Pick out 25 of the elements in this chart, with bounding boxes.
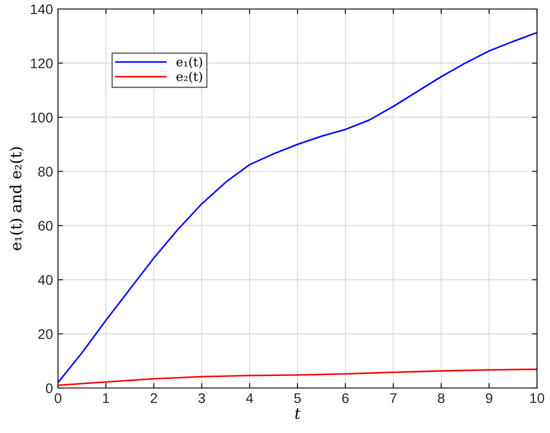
y-tick-label: 100 (31, 112, 53, 122)
y-tick-label: 80 (38, 166, 53, 177)
y-tick-label: 140 (31, 4, 53, 14)
x-tick-label: 3 (198, 393, 205, 404)
legend-label: e₂(t) (176, 72, 202, 83)
y-tick-label: 120 (31, 58, 53, 68)
y-tick-label: 0 (46, 383, 53, 394)
legend-label: e₁(t) (176, 56, 202, 68)
line-series (58, 32, 537, 384)
x-tick-label: 5 (294, 393, 301, 404)
y-tick-label: 20 (38, 329, 53, 340)
y-tick-label: 60 (38, 220, 53, 231)
x-tick-label: 1 (103, 393, 110, 403)
x-tick-label: 0 (54, 393, 62, 404)
x-tick-label: 9 (486, 393, 492, 404)
x-tick-label: 8 (438, 393, 444, 404)
y-axis-title: e₁(t) and e₂(t) (10, 147, 24, 250)
x-tick-label: 10 (530, 393, 544, 404)
x-tick-label: 4 (246, 393, 254, 403)
x-axis-title: t (295, 408, 301, 420)
y-tick-label: 40 (38, 275, 53, 285)
x-tick-label: 2 (150, 393, 157, 403)
x-tick-label: 7 (390, 393, 396, 403)
x-tick-label: 6 (342, 393, 349, 404)
line-series (58, 368, 537, 386)
